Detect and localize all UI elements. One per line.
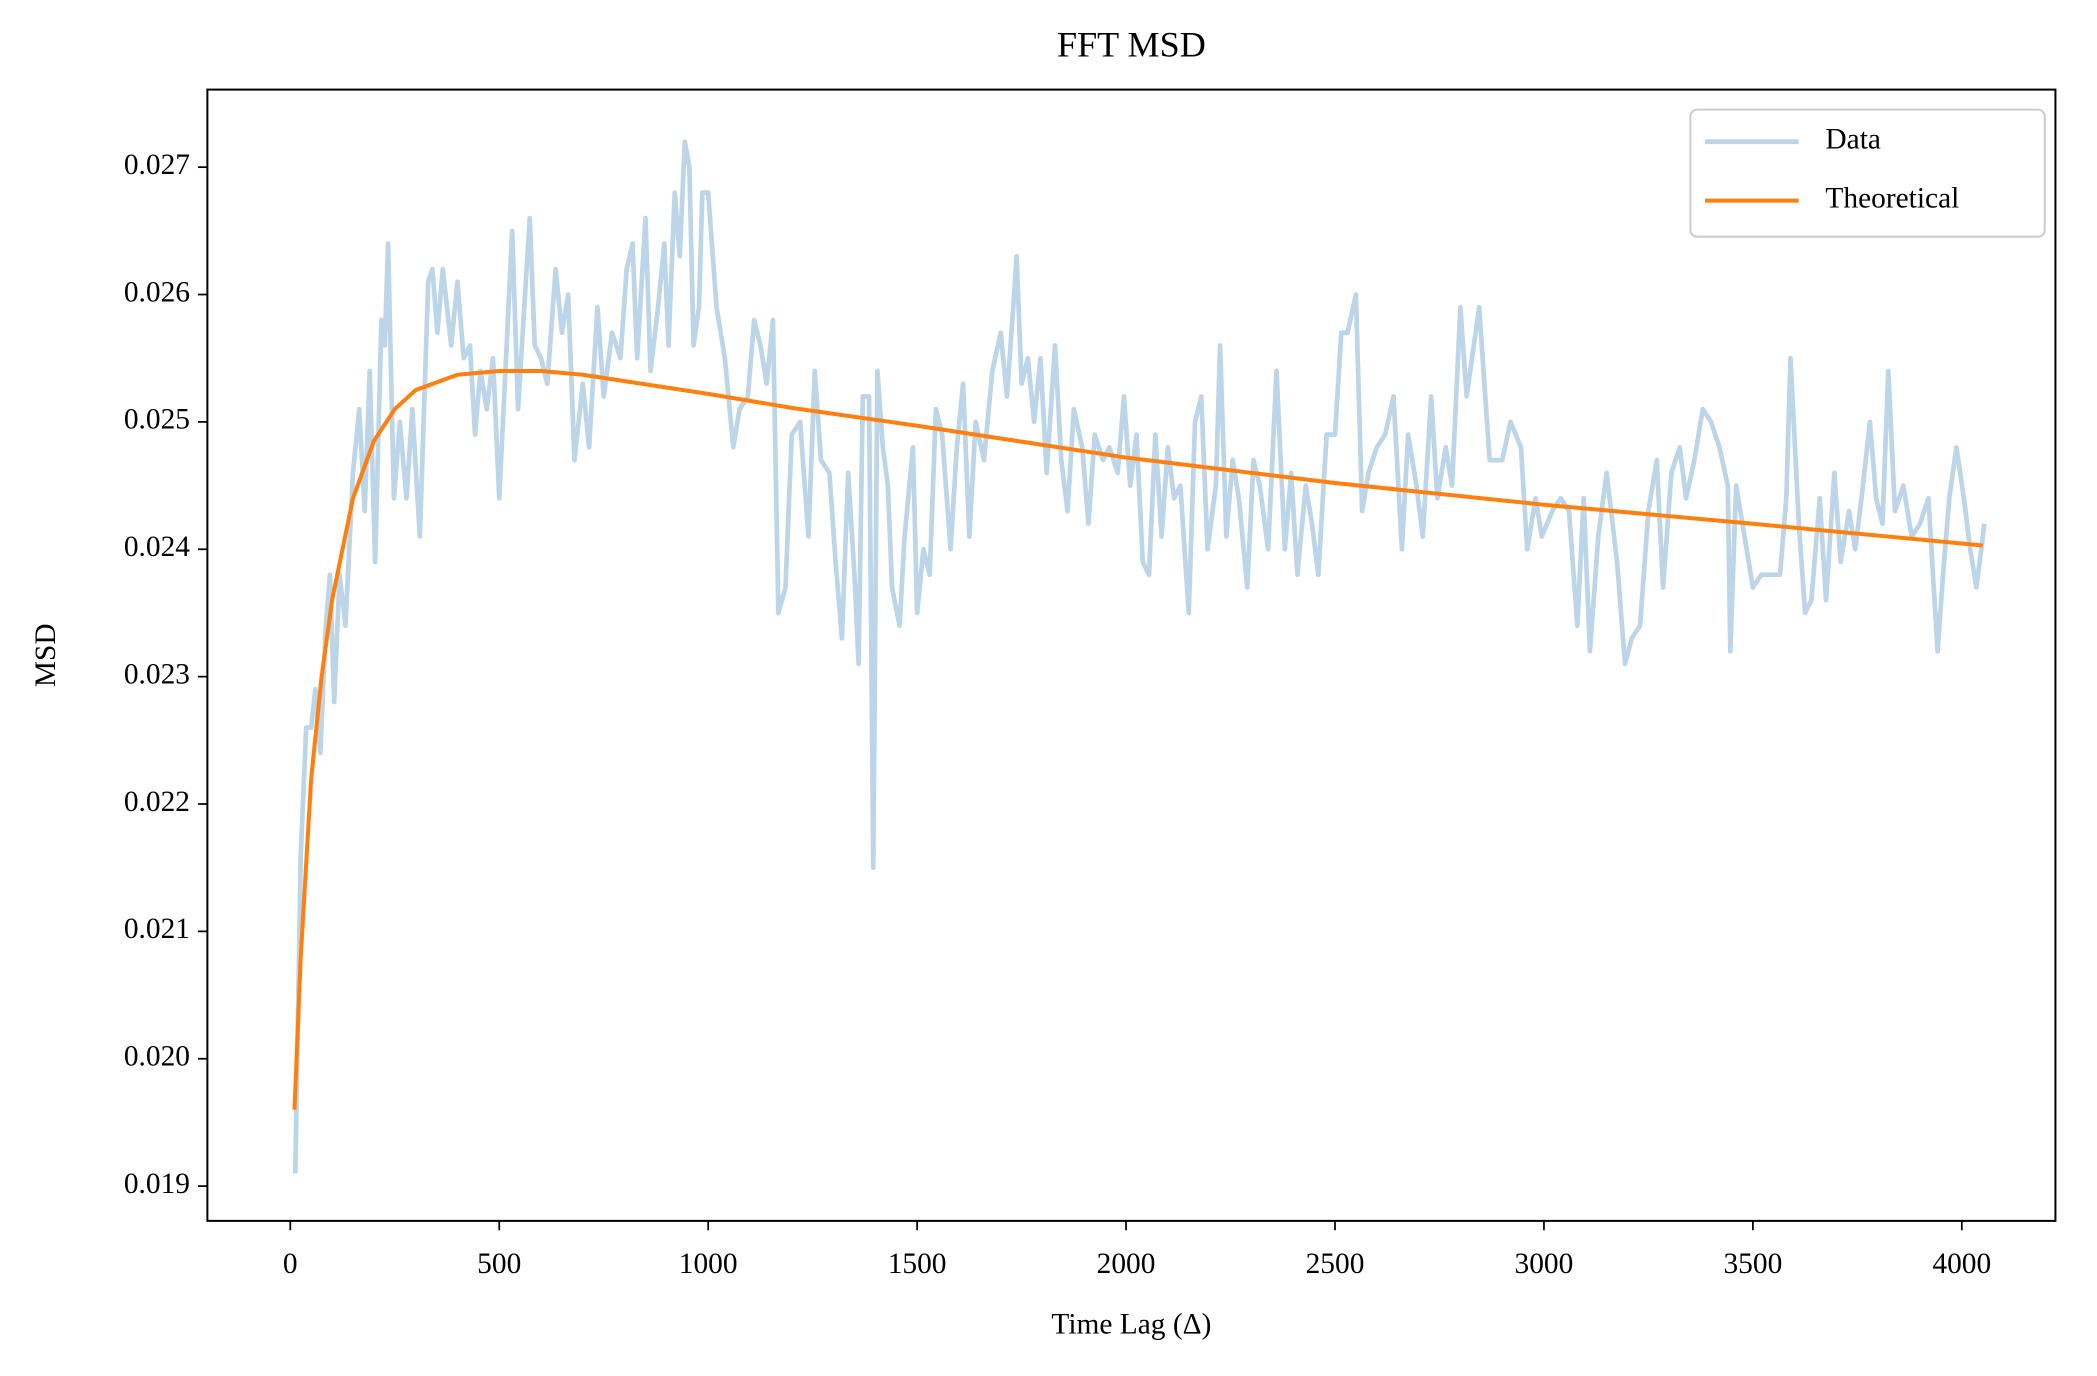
x-tick-label: 4000 [1932, 1248, 1991, 1280]
y-tick-label: 0.027 [124, 149, 190, 181]
y-tick-label: 0.019 [124, 1168, 190, 1200]
y-tick-label: 0.021 [124, 913, 190, 945]
y-tick-label: 0.026 [124, 276, 190, 308]
series-line [292, 368, 1983, 1110]
x-axis-label: Time Lag (Δ) [1051, 1308, 1211, 1340]
x-tick-label: 3000 [1515, 1248, 1574, 1280]
x-tick-label: 1500 [888, 1248, 947, 1280]
y-tick-label: 0.022 [124, 786, 190, 818]
x-tick-label: 0 [283, 1248, 298, 1280]
legend-label: Theoretical [1825, 182, 1959, 214]
plot-frame [206, 88, 2057, 1222]
chart-title: FFT MSD [1057, 24, 1206, 64]
series-line [292, 139, 1987, 1174]
x-tick-label: 2500 [1306, 1248, 1365, 1280]
legend-label: Data [1825, 123, 1881, 155]
x-tick-label: 500 [477, 1248, 521, 1280]
y-axis-label: MSD [30, 623, 62, 687]
x-tick-label: 2000 [1097, 1248, 1156, 1280]
x-tick-label: 1000 [679, 1248, 738, 1280]
y-tick-label: 0.024 [124, 531, 190, 563]
y-tick-label: 0.025 [124, 404, 190, 436]
y-tick-label: 0.020 [124, 1040, 190, 1072]
y-tick-label: 0.023 [124, 658, 190, 690]
x-tick-label: 3500 [1723, 1248, 1782, 1280]
